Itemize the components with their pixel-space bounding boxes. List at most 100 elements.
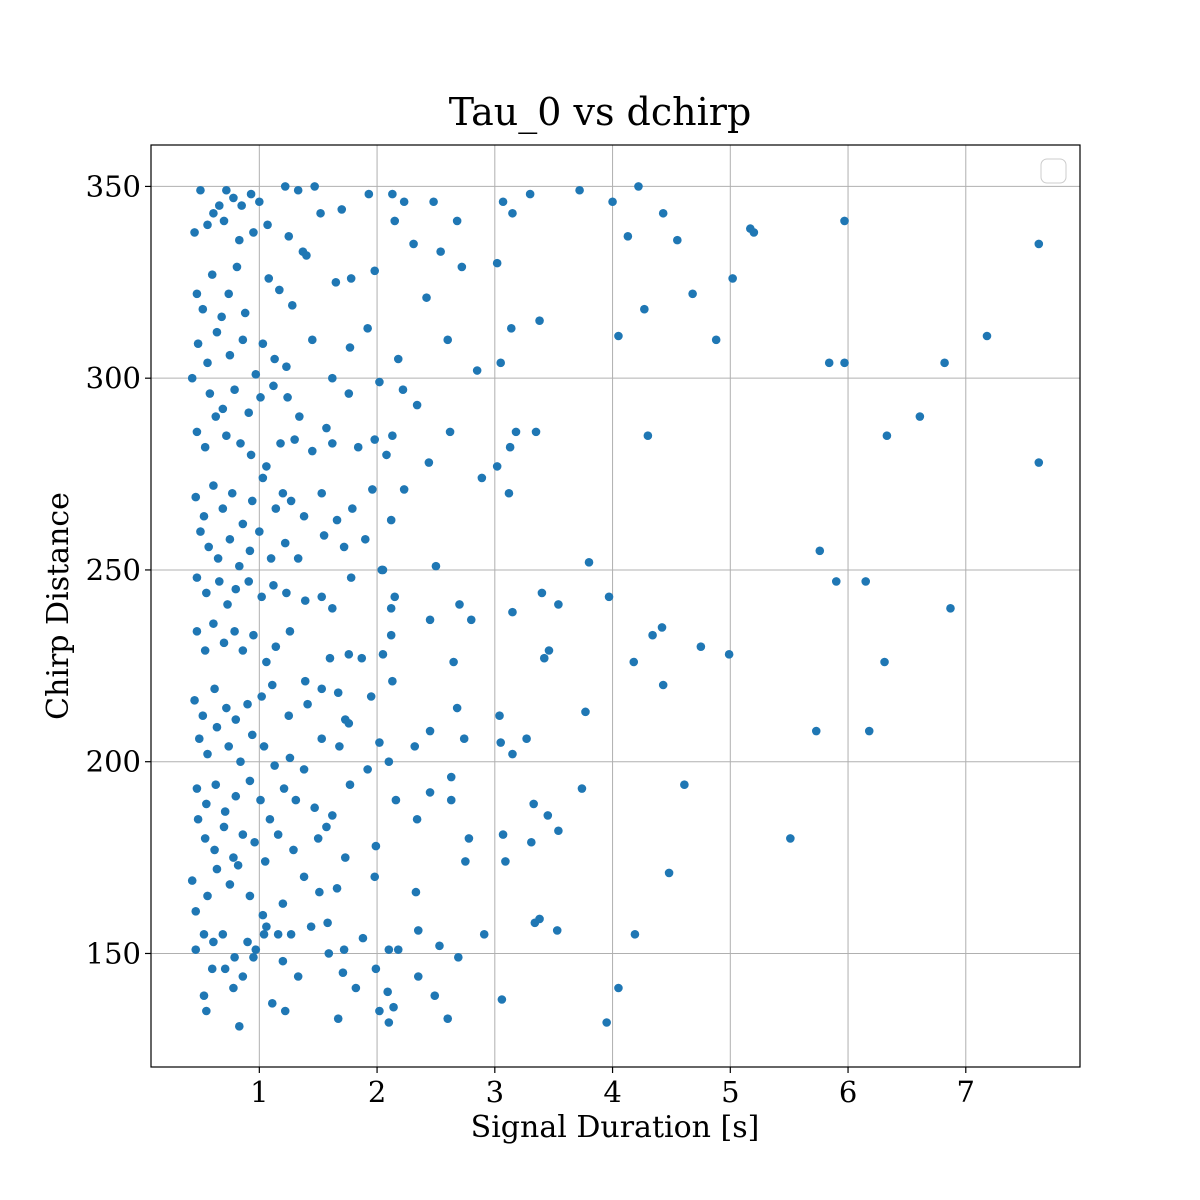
- data-point: [353, 442, 363, 452]
- data-point: [192, 427, 202, 437]
- data-point: [207, 964, 217, 974]
- data-point: [711, 335, 721, 345]
- data-point: [236, 757, 245, 767]
- data-point: [286, 496, 296, 506]
- data-point: [295, 412, 304, 421]
- data-point: [235, 235, 244, 245]
- data-point: [300, 676, 310, 686]
- data-point: [508, 208, 517, 218]
- data-point: [212, 722, 222, 732]
- data-point: [249, 228, 258, 237]
- data-point: [219, 638, 229, 648]
- data-point: [449, 657, 458, 667]
- data-point: [229, 193, 238, 203]
- data-point: [880, 657, 889, 667]
- y-tick-label: 150: [86, 936, 141, 970]
- data-point: [319, 531, 329, 540]
- data-point: [262, 657, 271, 667]
- data-point: [688, 289, 697, 299]
- data-point: [243, 937, 252, 947]
- data-point: [235, 1022, 244, 1031]
- data-point: [446, 795, 456, 805]
- data-point: [300, 596, 310, 605]
- data-point: [224, 742, 234, 751]
- data-point: [436, 247, 445, 256]
- data-point: [422, 293, 431, 302]
- data-point: [577, 784, 587, 793]
- data-point: [340, 853, 350, 862]
- data-point: [390, 592, 400, 602]
- data-point: [370, 435, 380, 444]
- data-point: [527, 837, 536, 847]
- data-point: [240, 308, 250, 318]
- data-point: [211, 412, 221, 421]
- data-point: [198, 304, 208, 314]
- data-point: [390, 216, 400, 226]
- data-point: [317, 684, 327, 694]
- data-point: [412, 400, 422, 410]
- data-point: [680, 780, 689, 790]
- data-point: [262, 462, 271, 471]
- x-tick-label: 3: [486, 1075, 504, 1109]
- data-point: [232, 262, 242, 272]
- data-point: [864, 726, 874, 736]
- data-point: [276, 439, 285, 448]
- grid-lines: [151, 145, 1080, 1067]
- data-point: [495, 711, 504, 720]
- data-point: [554, 600, 563, 609]
- data-point: [211, 780, 221, 790]
- data-point: [289, 845, 298, 855]
- legend-box[interactable]: [1040, 158, 1067, 184]
- data-point: [366, 692, 376, 701]
- data-point: [251, 370, 261, 379]
- data-point: [286, 929, 296, 939]
- data-point: [393, 354, 403, 364]
- data-point: [332, 515, 342, 525]
- data-point: [413, 926, 423, 935]
- data-point: [236, 439, 245, 448]
- x-tick-label: 7: [957, 1075, 975, 1109]
- data-point: [278, 956, 288, 966]
- data-point: [231, 791, 241, 801]
- data-point: [279, 784, 289, 793]
- data-point: [724, 650, 734, 659]
- data-point: [267, 680, 277, 690]
- data-point: [364, 189, 374, 199]
- data-point: [207, 270, 217, 279]
- data-point: [243, 699, 252, 709]
- data-point: [409, 239, 418, 249]
- data-point: [479, 929, 489, 939]
- plot-frame: [150, 144, 1081, 1068]
- data-point: [203, 749, 212, 759]
- data-point: [454, 953, 463, 962]
- data-point: [554, 826, 563, 836]
- data-point: [614, 331, 623, 341]
- data-point: [648, 630, 657, 640]
- data-point: [282, 588, 291, 598]
- data-point: [310, 803, 319, 813]
- data-point: [345, 780, 355, 790]
- data-point: [506, 324, 516, 333]
- data-point: [218, 929, 228, 939]
- data-point: [299, 765, 309, 774]
- data-point: [247, 496, 257, 506]
- data-point: [249, 630, 258, 640]
- x-axis-ticks: 1 2 3 4 5 6 7: [250, 1067, 975, 1109]
- data-point: [192, 289, 202, 299]
- data-point: [191, 945, 201, 954]
- data-point: [255, 527, 264, 536]
- data-point: [811, 726, 821, 736]
- data-point: [280, 538, 290, 548]
- data-point: [282, 362, 291, 371]
- data-point: [187, 373, 197, 383]
- data-point: [255, 197, 264, 207]
- data-point: [445, 427, 455, 437]
- data-point: [498, 197, 508, 207]
- data-point: [284, 711, 294, 720]
- data-point: [940, 358, 949, 368]
- data-point: [435, 941, 444, 951]
- data-point: [213, 554, 223, 563]
- data-point: [229, 853, 238, 862]
- y-axis-label: Chirp Distance: [41, 492, 76, 720]
- data-point: [222, 185, 231, 195]
